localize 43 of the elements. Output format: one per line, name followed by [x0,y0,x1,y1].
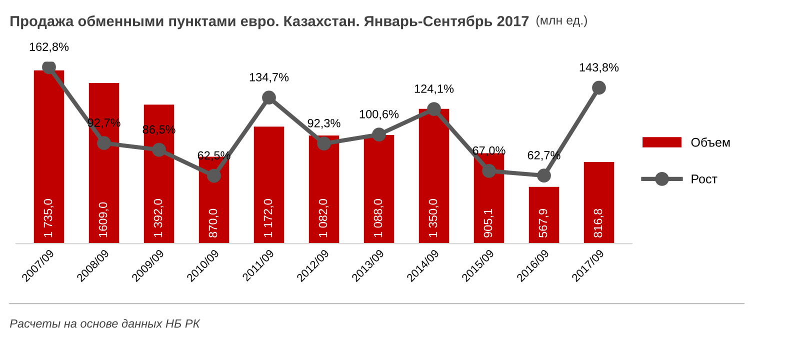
data-label: 62,5% [198,151,230,161]
data-label: 92,3% [308,118,340,129]
data-label: 124,1% [414,84,454,94]
bar [418,108,450,244]
bar [584,162,614,244]
data-label: 905,1 [484,209,494,238]
chart-title: Продажа обменными пунктами евро. Казахстан. Январь-Сентябрь 2017 [10,15,529,30]
bar [144,104,174,244]
bar [364,134,394,244]
data-label: 870,0 [208,208,219,238]
data-label: 816,8 [594,208,604,238]
data-label: 162,8% [30,42,69,52]
data-label: 100,6% [360,110,399,120]
point [207,168,221,183]
point [152,142,166,157]
point [42,62,56,74]
legend-label: Объем [691,137,730,147]
point [427,102,441,116]
data-label: 1 088,0 [374,199,384,238]
bar [34,70,64,244]
data-label: 134,7% [250,73,289,83]
point [262,90,276,105]
data-label: 1 172,0 [264,199,274,238]
point [97,136,111,150]
data-label: 1609,0 [98,202,109,238]
point [372,128,386,142]
data-label: 143,8% [580,63,619,73]
bar [528,186,560,244]
data-label: 1 392,0 [154,199,164,238]
data-label: 1 735,0 [44,199,54,238]
data-label: 1 350,0 [428,199,439,238]
chart-subtitle: (млн ед.) [536,15,587,28]
data-label: 1 082,0 [318,199,329,238]
bar [308,136,340,244]
point [537,168,551,183]
text: Расчеты на основе данных НБ РК [10,319,200,328]
data-label: 567,9 [538,208,549,238]
point [482,164,496,178]
point [317,136,331,150]
bar [254,126,284,244]
legend-label: Рост [692,174,718,184]
point [592,80,606,95]
bar [88,82,120,244]
